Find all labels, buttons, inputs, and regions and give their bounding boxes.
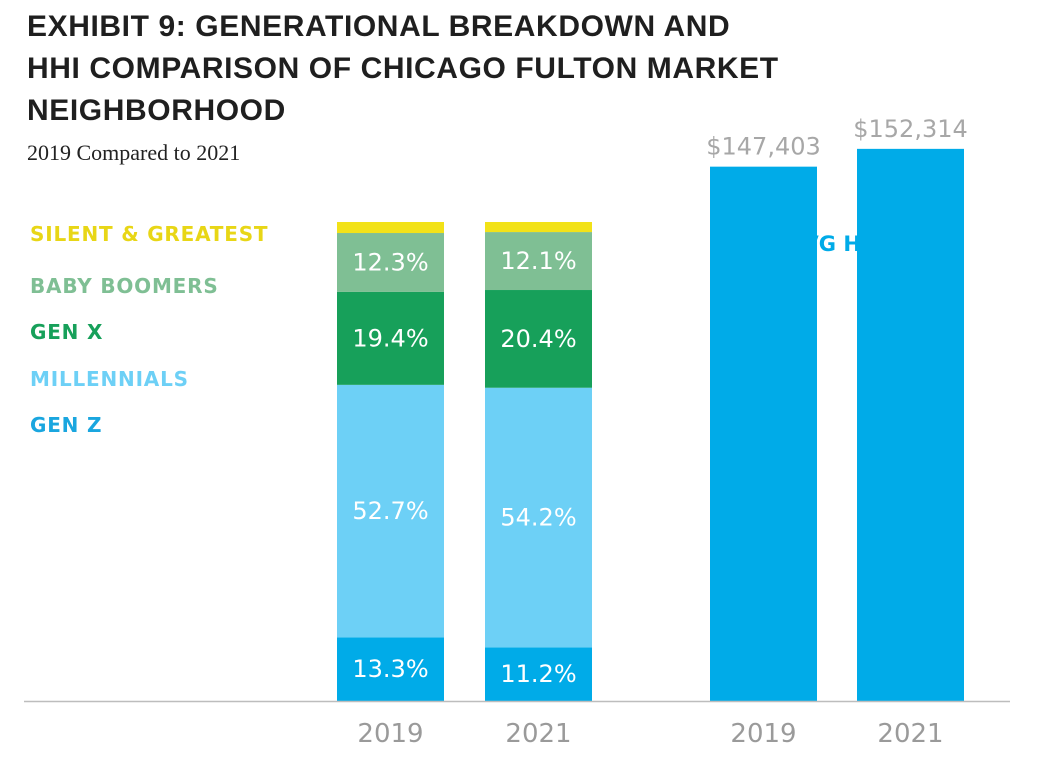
exhibit-subtitle: 2019 Compared to 2021: [27, 140, 241, 165]
legend-item-gen-z: GEN Z: [30, 413, 103, 437]
segment-value-label: 12.1%: [500, 247, 576, 275]
hhi-bar-2019: [710, 166, 817, 701]
stack-segment-silent-greatest-2019: [337, 222, 444, 234]
stack-segment-gen-x-2019: [337, 291, 444, 385]
segment-value-label: 13.3%: [352, 655, 428, 683]
hhi-value-label: $147,403: [706, 133, 821, 161]
hhi-value-label: $152,314: [853, 115, 968, 143]
stack-segment-baby-boomers-2019: [337, 233, 444, 292]
x-tick-label: 2019: [357, 719, 423, 749]
legend-item-millennials: MILLENNIALS: [30, 367, 189, 391]
segment-value-label: 54.2%: [500, 504, 576, 532]
segment-value-label: 12.3%: [352, 248, 428, 276]
stack-segment-millennials-2019: [337, 384, 444, 638]
stack-segment-gen-z-2019: [337, 637, 444, 701]
stack-segment-baby-boomers-2021: [485, 232, 592, 291]
title-line: HHI COMPARISON OF CHICAGO FULTON MARKET: [27, 52, 779, 85]
hhi-bar-2021: [857, 148, 964, 702]
x-tick-label: 2021: [877, 719, 943, 749]
title-line: NEIGHBORHOOD: [27, 94, 286, 127]
x-tick-label: 2021: [505, 719, 571, 749]
legend-item-gen-x: GEN X: [30, 320, 104, 344]
segment-value-label: 11.2%: [500, 660, 576, 688]
x-tick-label: 2019: [730, 719, 796, 749]
stack-segment-millennials-2021: [485, 387, 592, 648]
stack-segment-gen-z-2021: [485, 647, 592, 701]
segment-value-label: 52.7%: [352, 497, 428, 525]
stack-segment-silent-greatest-2021: [485, 222, 592, 233]
exhibit-title: EXHIBIT 9: GENERATIONAL BREAKDOWN AND HH…: [27, 6, 987, 132]
stack-segment-gen-x-2021: [485, 290, 592, 388]
legend-item-silent-greatest: SILENT & GREATEST: [30, 222, 269, 246]
legend-item-baby-boomers: BABY BOOMERS: [30, 274, 219, 298]
title-line: EXHIBIT 9: GENERATIONAL BREAKDOWN AND: [27, 10, 731, 43]
segment-value-label: 20.4%: [500, 325, 576, 353]
segment-value-label: 19.4%: [352, 324, 428, 352]
